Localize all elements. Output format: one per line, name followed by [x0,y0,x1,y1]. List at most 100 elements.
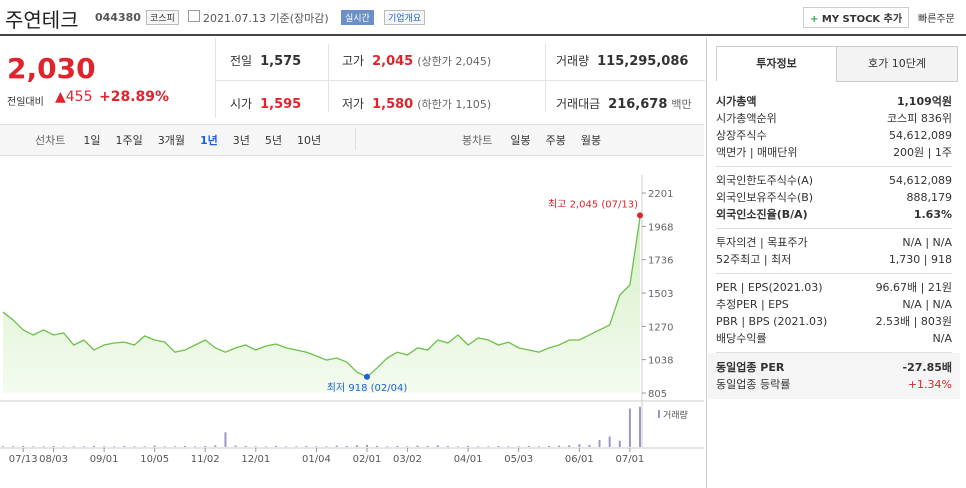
volume-bar [173,446,176,447]
info-row: 상장주식수 54,612,089 [716,127,952,144]
info-label: 시가총액 [716,95,757,108]
volume-bar [72,446,75,447]
volume-bar [608,436,611,447]
quote-value: 216,678 [608,97,668,112]
quick-order[interactable]: 빠른주문 [918,14,955,25]
tab[interactable]: 호가 10단계 [836,46,958,82]
info-label: 동일업종 등락률 [716,378,791,391]
volume-bar [477,446,480,447]
info-row: 동일업종 PER -27.85배 [716,359,952,376]
info-row: 추정PER | EPS N/A | N/A [716,296,952,313]
period[interactable]: 일봉 [510,134,531,147]
info-value: 1,109억원 [896,95,952,108]
company-dropdown[interactable]: 기업개요 [384,10,426,25]
volume-bar [254,446,257,447]
quote-label: 저가 [342,97,365,111]
info-label: 외국인한도주식수(A) [716,174,814,187]
divider [545,44,546,112]
volume-bar [426,445,429,447]
volume-bar [517,446,520,447]
volume-bar [32,446,35,447]
high-label: 최고 2,045 (07/13) [548,198,638,210]
volume-label: 거래량 [663,409,688,421]
period[interactable]: 3개월 [157,134,185,147]
volume-bar [497,445,500,447]
volume-bar [467,445,470,447]
info-label: PER | EPS(2021.03) [716,281,823,294]
info-value: 코스피 836위 [887,112,952,125]
info-value: N/A | N/A [902,298,952,311]
info-label: 52주최고 | 최저 [716,253,792,266]
info-label: 외국인보유주식수(B) [716,191,814,204]
info-label: 동일업종 PER [716,361,785,374]
info-label: 상장주식수 [716,129,767,142]
volume-bar [366,444,368,447]
quote-cell: 저가 1,580 (하한가 1,105) [342,95,491,112]
info-label: 외국인소진율(B/A) [716,208,808,221]
x-tick-label: 04/01 [454,454,483,465]
volume-bar [396,445,399,447]
period[interactable]: 1주일 [115,134,143,147]
info-label: 시가총액순위 [716,112,777,125]
volume-bar [325,446,328,447]
volume-bar [386,446,389,447]
quote-cell: 고가 2,045 (상한가 2,045) [342,52,491,69]
period[interactable]: 5년 [264,134,283,147]
info-value: 96.67배 | 21원 [875,281,952,294]
info-row: 52주최고 | 최저 1,730 | 918 [716,251,952,268]
info-row: 배당수익률 N/A [716,330,952,347]
info-value: N/A | N/A [902,236,952,249]
x-tick-label: 10/05 [140,454,169,465]
info-value: 1.63% [913,208,952,221]
volume-bar [123,445,126,447]
info-value: 2.53배 | 803원 [875,315,952,328]
info-value: 200원 | 1주 [893,146,952,159]
volume-bar [82,446,85,447]
period[interactable]: 1일 [83,134,101,147]
volume-bar [335,445,338,447]
volume-bar [598,440,601,447]
x-tick-label: 05/03 [504,454,533,465]
volume-bar [406,446,409,447]
volume-bar [628,408,631,447]
volume-bar [376,445,379,447]
period[interactable]: 1년 [200,134,218,147]
header-rule [0,34,966,36]
quote-label: 거래대금 [556,97,601,111]
volume-bar [537,446,540,447]
volume-bar [527,445,530,447]
info-value: +1.34% [907,378,952,391]
volume-bar [618,440,621,447]
volume-bar [103,446,106,447]
divider [355,128,356,150]
period[interactable]: 10년 [297,134,322,147]
volume-bar [487,446,490,447]
info-label: 액면가 | 매매단위 [716,146,798,159]
volume-bar [153,445,156,447]
quote-note: (하한가 1,105) [417,98,492,111]
change: ▲455 [55,89,93,105]
volume-bar [224,432,227,447]
volume-bar [42,446,45,447]
info-row: 액면가 | 매매단위 200원 | 1주 [716,144,952,161]
volume-bar [204,445,207,447]
info-group: 외국인한도주식수(A) 54,612,089 외국인보유주식수(B) 888,179 외… [716,167,952,229]
price-area [3,217,640,393]
period[interactable]: 주봉 [545,134,566,147]
info-row: PBR | BPS (2021.03) 2.53배 | 803원 [716,313,952,330]
period[interactable]: 3년 [232,134,250,147]
tab[interactable]: 투자정보 [716,46,837,81]
mystock-button[interactable]: + MY STOCK 추가 [803,7,910,28]
divider [215,80,705,81]
x-tick-label: 03/02 [393,454,422,465]
y-tick-label: 1968 [648,222,673,233]
realtime-badge[interactable]: 실시간 [341,10,374,25]
volume-bar [305,445,308,447]
volume-bar [22,445,25,447]
period[interactable]: 월봉 [580,134,602,147]
info-row: 외국인한도주식수(A) 54,612,089 [716,172,952,189]
y-tick-label: 805 [648,389,667,400]
